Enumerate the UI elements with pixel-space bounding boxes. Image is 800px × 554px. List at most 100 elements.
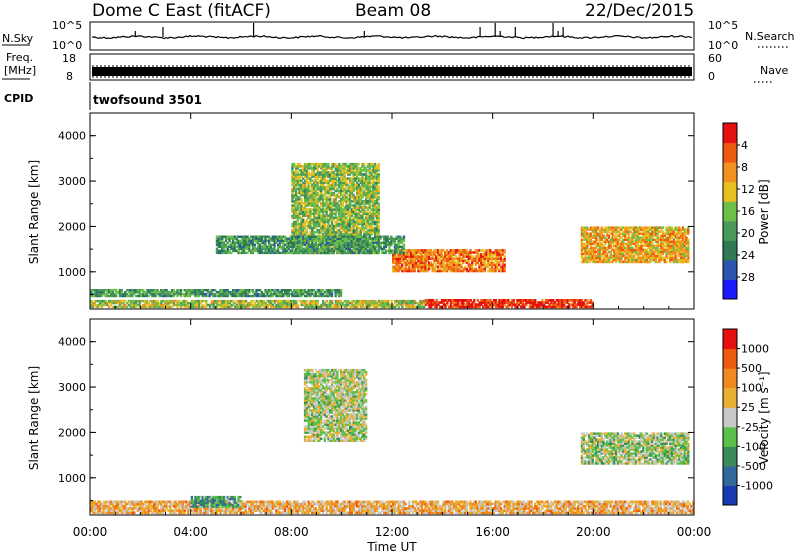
power-cell [340,301,343,305]
power-cell [616,250,620,254]
power-cell [361,303,364,307]
power-cell [372,195,375,199]
power-cell [620,232,623,235]
power-cell [611,230,614,233]
power-cell [665,252,668,256]
power-cell [375,167,379,170]
power-cell [631,250,634,254]
power-cell [374,183,377,187]
power-cell [582,238,585,241]
power-cell [481,253,485,256]
power-cell [205,303,208,307]
power-cell [361,183,364,187]
power-cell [352,224,355,228]
power-cell [363,231,366,234]
power-cell [609,242,612,246]
power-cell [457,299,460,302]
power-cell [311,202,314,205]
power-cell [485,263,488,267]
power-cell [144,303,147,307]
power-cell [312,226,316,230]
power-cell [339,231,343,234]
power-cell [674,242,677,246]
power-cell [357,200,361,203]
power-cell [291,208,294,211]
power-cell [616,248,620,252]
power-cell [126,305,129,309]
power-cell [584,238,587,241]
power-cell [120,292,123,296]
power-cell [501,301,505,304]
power-cell [312,208,316,211]
power-cell [480,301,483,304]
power-cell [534,301,537,304]
power-cell [435,249,438,252]
power-cell [453,269,456,273]
power-cell [660,256,663,260]
power-cell [329,167,332,170]
power-cell [185,292,188,296]
power-cell [314,165,317,168]
power-cell [404,299,408,303]
power-cell [375,231,379,234]
power-cell [377,195,380,199]
power-cell [408,263,411,267]
power-cell [305,239,308,242]
power-cell [377,175,380,178]
power-cell [219,299,222,303]
power-cell [600,258,603,262]
power-cell [419,259,422,262]
power-cell [332,175,335,178]
power-cell [246,301,249,305]
power-cell [654,238,657,241]
power-cell [163,291,166,294]
power-cell [375,218,379,222]
power-cell [366,175,370,178]
power-cell [372,193,375,197]
power-cell [305,167,308,170]
power-cell [359,210,362,213]
power-cell [368,171,371,174]
power-cell [270,301,273,305]
power-cell [352,177,355,180]
power-cell [228,249,231,253]
power-cell [580,252,584,256]
power-cell [436,267,440,271]
power-cell [212,292,215,296]
power-cell [586,234,589,237]
power-cell [219,235,222,238]
power-cell [458,269,461,273]
power-cell [316,173,319,176]
power-cell [352,193,355,197]
power-cell [588,228,591,231]
power-cell [397,269,400,273]
power-cell [438,261,441,265]
power-cell [483,299,487,302]
power-cell [419,249,422,252]
power-cell [334,226,337,230]
power-cell [640,248,643,252]
power-cell [296,220,299,224]
power-cell [433,265,436,269]
power-cell [345,162,348,166]
power-cell [584,228,587,231]
power-cell [634,240,638,243]
power-cell [622,232,625,235]
power-cell [332,177,335,180]
power-cell [462,301,465,304]
power-cell [352,183,355,187]
power-cell [294,228,298,232]
power-cell [312,292,316,296]
power-cell [321,245,325,248]
power-cell [579,303,582,306]
power-cell [426,249,429,252]
power-cell [647,234,650,237]
power-cell [127,299,131,303]
power-cell [597,242,600,246]
power-cell [221,292,224,296]
power-cell [316,218,319,222]
power-cell [503,255,506,258]
power-cell [325,233,328,236]
power-cell [291,301,294,305]
power-cell [343,233,346,236]
